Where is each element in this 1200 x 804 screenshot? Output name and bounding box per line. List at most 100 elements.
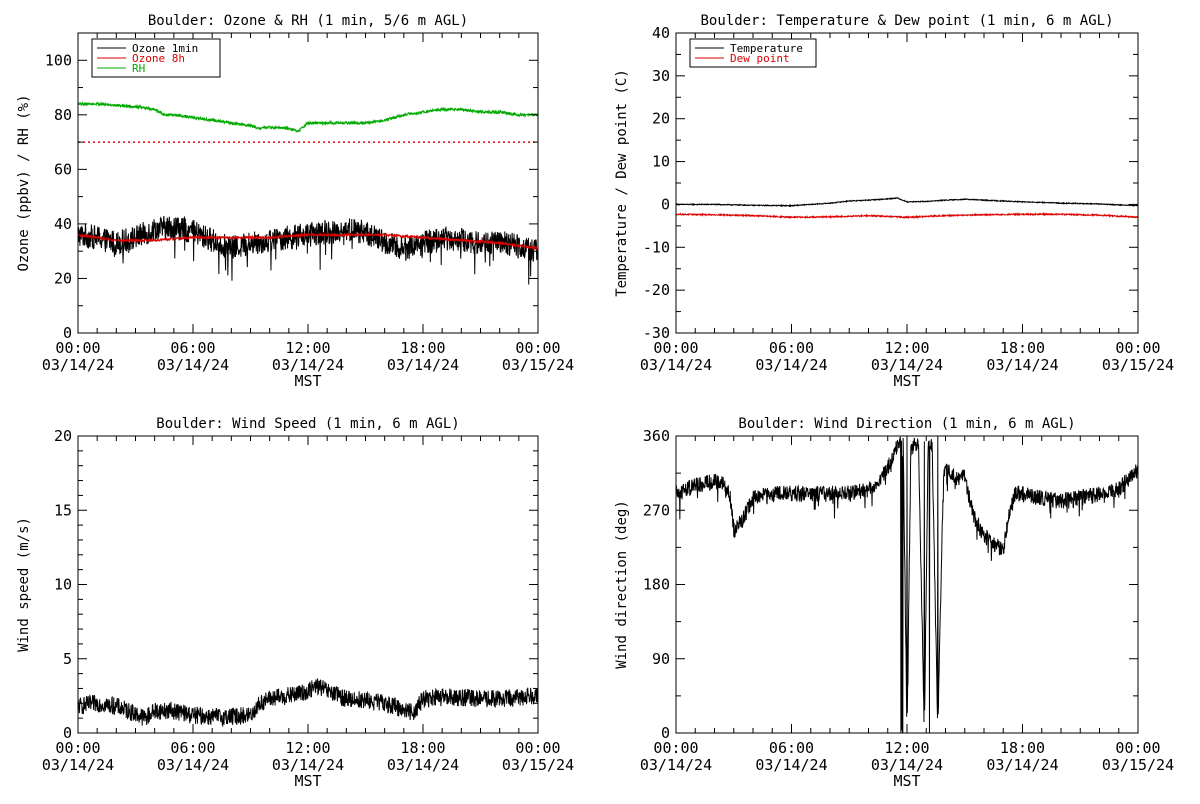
- y-axis-label: Ozone (ppbv) / RH (%): [16, 94, 32, 271]
- series-line-1: [676, 211, 1138, 220]
- y-tick-label: 10: [54, 576, 72, 594]
- x-tick-time: 00:00: [1115, 339, 1160, 357]
- legend-entry: Dew point: [730, 52, 790, 65]
- x-axis-label: MST: [893, 372, 920, 390]
- series-line-0: [676, 196, 1138, 208]
- y-tick-label: 270: [643, 501, 670, 519]
- x-axis-label: MST: [294, 372, 321, 390]
- x-tick-time: 06:00: [170, 739, 215, 757]
- x-tick-date: 03/15/24: [1102, 356, 1174, 374]
- x-tick-time: 00:00: [1115, 739, 1160, 757]
- y-tick-label: 20: [652, 110, 670, 128]
- y-axis-label: Wind direction (deg): [614, 500, 630, 669]
- panel-ozone-rh: Boulder: Ozone & RH (1 min, 5/6 m AGL) 0 2…: [16, 13, 574, 390]
- data-area: [78, 100, 538, 285]
- x-tick-date: 03/14/24: [755, 756, 827, 774]
- series-line-0: [676, 436, 1138, 733]
- x-tick-time: 12:00: [884, 339, 929, 357]
- x-tick-time: 00:00: [55, 739, 100, 757]
- y-axis-label: Temperature / Dew point (C): [614, 69, 630, 297]
- y-tick-label: 80: [54, 106, 72, 124]
- legend-entry: Temperature: [730, 42, 803, 55]
- x-tick-time: 12:00: [285, 339, 330, 357]
- x-tick-date: 03/14/24: [871, 356, 943, 374]
- x-tick-time: 06:00: [769, 339, 814, 357]
- x-tick-date: 03/14/24: [272, 356, 344, 374]
- x-tick-time: 18:00: [400, 339, 445, 357]
- y-tick-label: -30: [643, 324, 670, 342]
- x-tick-time: 18:00: [1000, 339, 1045, 357]
- series-line-0: [78, 678, 538, 728]
- x-tick-date: 03/14/24: [157, 356, 229, 374]
- x-tick-date: 03/14/24: [157, 756, 229, 774]
- chart-title: Boulder: Wind Speed (1 min, 6 m AGL): [156, 416, 459, 432]
- x-tick-date: 03/14/24: [640, 756, 712, 774]
- panel-temperature-dewpoint: Boulder: Temperature & Dew point (1 min,…: [614, 13, 1174, 390]
- y-tick-label: -20: [643, 281, 670, 299]
- x-tick-time: 00:00: [653, 739, 698, 757]
- y-tick-label: 0: [661, 724, 670, 742]
- y-tick-label: 10: [652, 153, 670, 171]
- x-tick-date: 03/14/24: [272, 756, 344, 774]
- y-tick-label: 0: [661, 195, 670, 213]
- y-tick-label: 90: [652, 650, 670, 668]
- x-tick-time: 06:00: [769, 739, 814, 757]
- x-tick-time: 12:00: [884, 739, 929, 757]
- plot-frame: [675, 32, 1139, 334]
- x-tick-time: 18:00: [1000, 739, 1045, 757]
- x-tick-date: 03/15/24: [502, 356, 574, 374]
- y-tick-label: 0: [63, 324, 72, 342]
- x-tick-date: 03/14/24: [640, 356, 712, 374]
- series-line-1: [78, 232, 538, 251]
- y-tick-label: 5: [63, 650, 72, 668]
- y-tick-label: 180: [643, 576, 670, 594]
- y-tick-label: 0: [63, 724, 72, 742]
- y-tick-label: 15: [54, 501, 72, 519]
- x-tick-date: 03/15/24: [502, 756, 574, 774]
- chart-title: Boulder: Ozone & RH (1 min, 5/6 m AGL): [148, 13, 468, 29]
- x-tick-time: 00:00: [515, 739, 560, 757]
- series-line-2: [78, 100, 538, 133]
- legend-box: [689, 38, 817, 68]
- legend-entry: Ozone 1min: [132, 42, 198, 55]
- x-tick-time: 06:00: [170, 339, 215, 357]
- x-tick-time: 00:00: [55, 339, 100, 357]
- x-tick-date: 03/14/24: [42, 756, 114, 774]
- y-axis-label: Wind speed (m/s): [16, 517, 32, 652]
- data-area: [676, 196, 1138, 220]
- plot-frame: [77, 32, 539, 334]
- legend-entry: RH: [132, 62, 145, 75]
- y-tick-label: 100: [45, 51, 72, 69]
- data-area: [78, 678, 538, 728]
- x-tick-date: 03/14/24: [871, 756, 943, 774]
- y-tick-label: 40: [652, 24, 670, 42]
- x-tick-time: 00:00: [515, 339, 560, 357]
- legend-entry: Ozone 8h: [132, 52, 185, 65]
- x-tick-date: 03/14/24: [986, 756, 1058, 774]
- data-area: [676, 436, 1138, 733]
- chart-title: Boulder: Wind Direction (1 min, 6 m AGL): [738, 416, 1075, 432]
- x-tick-time: 00:00: [653, 339, 698, 357]
- x-tick-date: 03/14/24: [387, 756, 459, 774]
- x-tick-date: 03/14/24: [42, 356, 114, 374]
- panel-wind-direction: Boulder: Wind Direction (1 min, 6 m AGL)…: [614, 416, 1174, 790]
- y-tick-label: -10: [643, 238, 670, 256]
- chart-title: Boulder: Temperature & Dew point (1 min,…: [700, 13, 1113, 29]
- y-tick-label: 360: [643, 427, 670, 445]
- y-tick-label: 40: [54, 215, 72, 233]
- panel-wind-speed: Boulder: Wind Speed (1 min, 6 m AGL) 0 5 10…: [16, 416, 574, 790]
- y-tick-label: 30: [652, 67, 670, 85]
- x-axis-label: MST: [294, 772, 321, 790]
- x-tick-date: 03/14/24: [387, 356, 459, 374]
- x-axis-label: MST: [893, 772, 920, 790]
- series-line-0: [78, 215, 538, 285]
- x-tick-time: 12:00: [285, 739, 330, 757]
- x-tick-date: 03/15/24: [1102, 756, 1174, 774]
- x-tick-date: 03/14/24: [986, 356, 1058, 374]
- y-tick-label: 60: [54, 160, 72, 178]
- y-tick-label: 20: [54, 427, 72, 445]
